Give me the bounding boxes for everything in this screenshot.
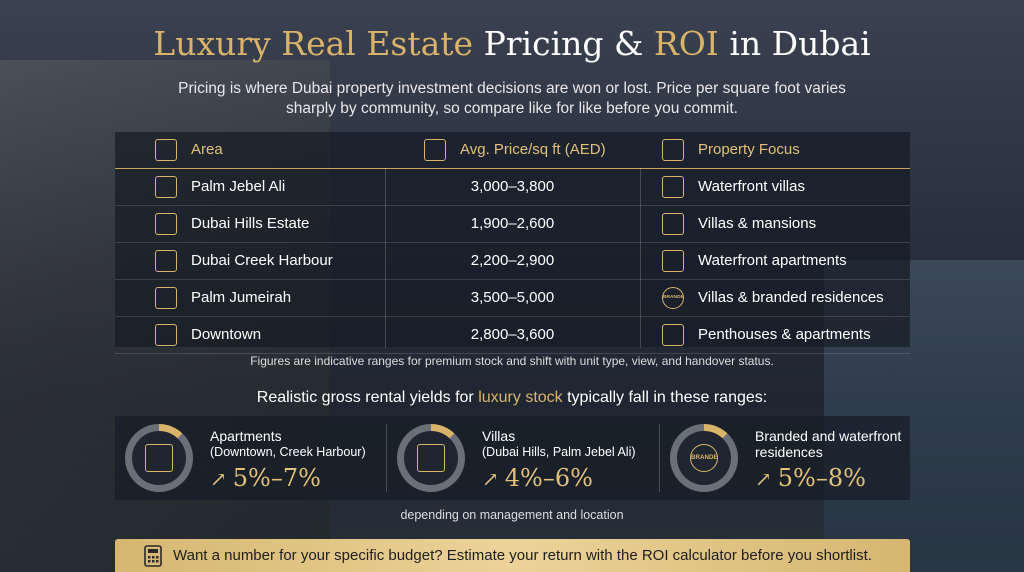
ring-inner bbox=[132, 431, 186, 485]
title: Luxury Real Estate Pricing & ROI in Duba… bbox=[0, 24, 1024, 63]
card-range: ↗ 5%–8% bbox=[755, 464, 866, 492]
table-cell: 2,200–2,900 bbox=[470, 252, 555, 269]
heading-part: luxury stock bbox=[478, 389, 563, 406]
icon bbox=[662, 324, 684, 346]
icon bbox=[155, 176, 177, 198]
subtitle: Pricing is where Dubai property investme… bbox=[178, 80, 846, 117]
table-header: Area Avg. Price/sq ft (AED) Property Focus bbox=[115, 132, 910, 169]
card-heading: Branded and waterfront residences bbox=[755, 428, 902, 460]
table-cell: Penthouses & apartments bbox=[698, 326, 871, 343]
divider bbox=[640, 168, 641, 348]
heading-part: typically fall in these ranges: bbox=[567, 389, 768, 406]
ring bbox=[397, 424, 465, 492]
table-cell: Waterfront apartments bbox=[698, 252, 847, 269]
card-title: Branded and waterfront residences bbox=[755, 428, 935, 460]
table-cell: Waterfront villas bbox=[698, 178, 805, 195]
table-cell: 2,800–3,600 bbox=[470, 326, 555, 343]
card-heading: Villas bbox=[482, 428, 516, 444]
footnote: Figures are indicative ranges for premiu… bbox=[250, 354, 774, 368]
table-cell: Villas & mansions bbox=[698, 215, 817, 232]
icon bbox=[662, 213, 684, 235]
arrow: ↗ bbox=[482, 467, 499, 491]
table-cell: Palm Jebel Ali bbox=[191, 178, 286, 195]
table-row: Palm Jebel Ali 3,000–3,800 Waterfront vill… bbox=[115, 169, 910, 206]
calculator-icon bbox=[144, 545, 162, 567]
title-part: Pricing & bbox=[483, 24, 644, 63]
divider bbox=[385, 168, 386, 348]
arrow: ↗ bbox=[210, 467, 227, 491]
icon bbox=[662, 139, 684, 161]
divider bbox=[659, 424, 660, 492]
table-cell: Dubai Creek Harbour bbox=[191, 252, 333, 269]
column-header: Property Focus bbox=[698, 141, 800, 158]
price-table: Area Avg. Price/sq ft (AED) Property Focus… bbox=[115, 132, 910, 354]
table-cell: Villas & branded residences bbox=[698, 289, 884, 306]
card-range: ↗ 4%–6% bbox=[482, 464, 593, 492]
divider bbox=[386, 424, 387, 492]
icon bbox=[155, 324, 177, 346]
heading-part: Realistic gross rental yields for bbox=[256, 389, 474, 406]
yield-card: Apartments (Downtown, Creek Harbour) ↗ 5%–7… bbox=[115, 416, 366, 500]
table-cell: Palm Jumeirah bbox=[191, 289, 292, 306]
table-row: Downtown 2,800–3,600 Penthouses & apartmen… bbox=[115, 317, 910, 354]
card-detail: (Dubai Hills, Palm Jebel Ali) bbox=[482, 445, 636, 459]
table-row: Dubai Creek Harbour 2,200–2,900 Waterfront… bbox=[115, 243, 910, 280]
icon bbox=[417, 444, 445, 472]
range: 4%–6% bbox=[504, 464, 593, 492]
card-title: Apartments (Downtown, Creek Harbour) bbox=[210, 428, 390, 460]
title-part: ROI bbox=[653, 24, 719, 63]
card-range: ↗ 5%–7% bbox=[210, 464, 321, 492]
yield-card: Villas (Dubai Hills, Palm Jebel Ali) ↗ 4%–6… bbox=[387, 416, 637, 500]
icon bbox=[155, 139, 177, 161]
table-cell: 3,500–5,000 bbox=[470, 289, 555, 306]
icon bbox=[155, 213, 177, 235]
cta-text[interactable]: Want a number for your specific budget? … bbox=[173, 547, 872, 564]
ring-inner bbox=[404, 431, 458, 485]
arrow: ↗ bbox=[755, 467, 772, 491]
yield-cards: Apartments (Downtown, Creek Harbour) ↗ 5%–7… bbox=[115, 416, 910, 500]
table-cell: 1,900–2,600 bbox=[470, 215, 555, 232]
icon bbox=[662, 250, 684, 272]
title-part: Luxury Real Estate bbox=[153, 24, 474, 63]
card-detail: (Downtown, Creek Harbour) bbox=[210, 445, 366, 459]
table-row: Palm Jumeirah 3,500–5,000 Villas & branded… bbox=[115, 280, 910, 317]
yields-heading: Realistic gross rental yields for luxury… bbox=[0, 389, 1024, 407]
range: 5%–8% bbox=[777, 464, 866, 492]
column-header: Area bbox=[191, 141, 223, 158]
range: 5%–7% bbox=[232, 464, 321, 492]
table-cell: 3,000–3,800 bbox=[470, 178, 555, 195]
table-cell: Downtown bbox=[191, 326, 262, 343]
cta-bar[interactable]: Want a number for your specific budget? … bbox=[115, 539, 910, 572]
icon bbox=[155, 287, 177, 309]
ring bbox=[125, 424, 193, 492]
card-title: Villas (Dubai Hills, Palm Jebel Ali) bbox=[482, 428, 662, 460]
card-heading: Apartments bbox=[210, 428, 282, 444]
table-row: Dubai Hills Estate 1,900–2,600 Villas & ma… bbox=[115, 206, 910, 243]
yields-footer: depending on management and location bbox=[400, 508, 624, 522]
table-cell: Dubai Hills Estate bbox=[191, 215, 310, 232]
column-header: Avg. Price/sq ft (AED) bbox=[460, 141, 606, 158]
icon bbox=[424, 139, 446, 161]
title-part: in Dubai bbox=[729, 24, 871, 63]
icon bbox=[662, 176, 684, 198]
icon bbox=[155, 250, 177, 272]
icon bbox=[145, 444, 173, 472]
